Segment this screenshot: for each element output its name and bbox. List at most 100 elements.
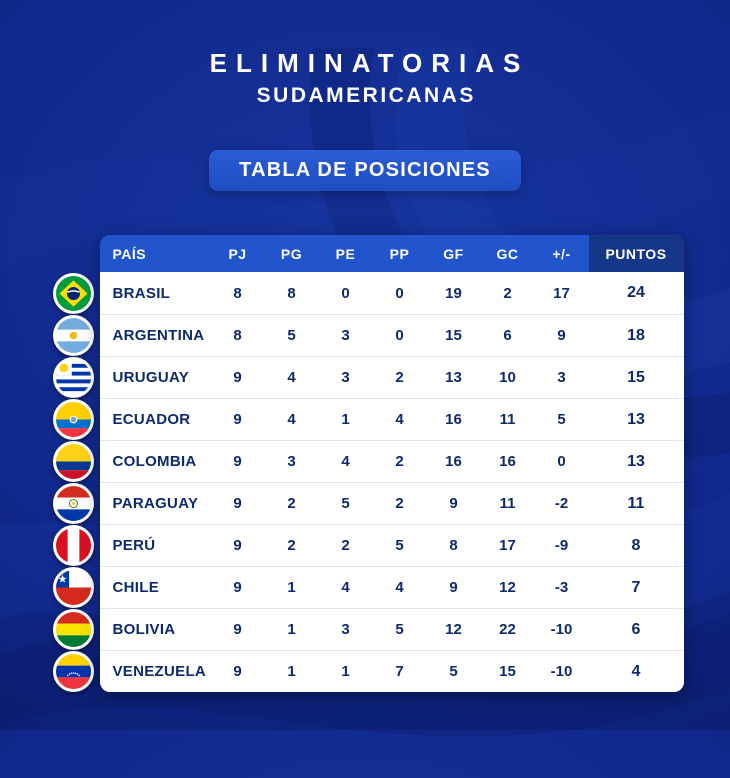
page-subtitle: SUDAMERICANAS: [256, 84, 476, 107]
stat-pe: 4: [341, 579, 350, 596]
stat-puntos: 13: [627, 452, 645, 470]
stat-gc: 10: [499, 369, 516, 386]
stat-gc: 2: [503, 284, 512, 302]
country-name: CHILE: [112, 579, 159, 596]
country-name: BRASIL: [112, 284, 171, 302]
stat-pj: 9: [233, 579, 242, 596]
poster: ELIMINATORIAS SUDAMERICANAS TABLA DE POS…: [0, 48, 730, 692]
stat-pj: 8: [233, 327, 242, 344]
ecuador-flag-icon: [52, 398, 94, 440]
stat-gc: 22: [499, 621, 516, 638]
column-header-pais: PAÍS: [112, 245, 147, 262]
stat-pg: 2: [287, 537, 296, 554]
table-header-row: PAÍS PJ PG PE PP GF GC +/- PUNTOS: [99, 235, 684, 272]
stat-pj: 9: [233, 537, 242, 554]
stat-pj: 8: [233, 284, 242, 302]
stat-pg: 3: [287, 453, 296, 470]
stat-pe: 3: [341, 369, 350, 386]
flag-column: [47, 235, 100, 692]
stat-puntos: 13: [627, 410, 645, 428]
stat-pg: 2: [287, 495, 296, 512]
table-row: ARGENTINA 8 5 3 0 15 6 9 18: [99, 314, 684, 356]
country-name: PARAGUAY: [112, 495, 199, 512]
stat-gf: 16: [445, 411, 462, 428]
table-body: BRASIL 8 8 0 0 19 2 17 24 ARGENTINA 8 5 …: [99, 272, 684, 692]
stat-pg: 5: [287, 327, 296, 344]
stat-pj: 9: [233, 369, 242, 386]
column-header-pg: PG: [280, 245, 303, 262]
stat-puntos: 24: [627, 284, 645, 301]
stat-pe: 4: [341, 453, 350, 470]
stat-dif: 9: [557, 327, 566, 344]
stat-dif: -2: [554, 495, 569, 512]
stat-pj: 9: [233, 495, 242, 512]
stat-pg: 4: [287, 411, 296, 428]
stat-gf: 13: [445, 369, 462, 386]
stat-gf: 8: [449, 537, 458, 554]
stat-dif: -9: [554, 537, 569, 554]
stat-gc: 16: [499, 453, 516, 470]
stat-pj: 9: [233, 411, 242, 428]
bolivia-flag-icon: [52, 608, 94, 650]
stat-puntos: 6: [631, 620, 641, 638]
stat-gf: 12: [445, 621, 462, 638]
stat-pj: 9: [233, 453, 242, 470]
column-header-gf: GF: [443, 245, 464, 262]
stat-pj: 9: [233, 663, 242, 680]
stat-gf: 9: [449, 579, 458, 596]
stat-puntos: 11: [627, 494, 645, 512]
stat-dif: -10: [550, 621, 573, 638]
column-header-pj: PJ: [228, 245, 247, 262]
country-name: VENEZUELA: [112, 663, 207, 680]
stat-puntos: 7: [631, 578, 641, 596]
peru-flag-icon: [52, 524, 94, 566]
stat-gf: 9: [449, 495, 458, 512]
stat-pj: 9: [233, 621, 242, 638]
stat-gc: 11: [499, 495, 516, 512]
country-name: PERÚ: [112, 537, 156, 554]
stat-pg: 1: [287, 579, 296, 596]
stat-pe: 0: [341, 284, 350, 302]
stat-dif: 5: [557, 411, 566, 428]
country-name: URUGUAY: [112, 369, 190, 386]
table-row: CHILE 9 1 4 4 9 12 -3 7: [99, 566, 684, 608]
stat-pe: 1: [341, 411, 350, 428]
country-name: ECUADOR: [112, 411, 191, 428]
table-row: VENEZUELA 9 1 1 7 5 15 -10 4: [99, 650, 684, 692]
column-header-pp: PP: [389, 245, 410, 262]
country-name: ARGENTINA: [112, 327, 205, 344]
stat-gf: 5: [449, 663, 458, 680]
stat-pe: 3: [341, 327, 350, 344]
stat-gc: 15: [499, 663, 516, 680]
stat-gf: 19: [445, 284, 462, 302]
stat-dif: 0: [557, 453, 566, 470]
uruguay-flag-icon: [52, 356, 94, 398]
colombia-flag-icon: [52, 440, 94, 482]
standings-badge: TABLA DE POSICIONES: [209, 150, 521, 191]
table-row: BRASIL 8 8 0 0 19 2 17 24: [100, 272, 684, 314]
chile-flag-icon: [52, 566, 94, 608]
stat-gf: 15: [445, 327, 462, 344]
page-title: ELIMINATORIAS: [209, 48, 530, 78]
column-header-pe: PE: [335, 245, 356, 262]
table-row: BOLIVIA 9 1 3 5 12 22 -10 6: [99, 608, 684, 650]
table-main: PAÍS PJ PG PE PP GF GC +/- PUNTOS BRASIL…: [99, 235, 684, 692]
stat-pe: 5: [341, 495, 350, 512]
table-row: ECUADOR 9 4 1 4 16 11 5 13: [99, 398, 684, 440]
stat-puntos: 8: [631, 536, 641, 554]
stat-puntos: 18: [627, 326, 645, 344]
table-row: PERÚ 9 2 2 5 8 17 -9 8: [99, 524, 684, 566]
country-name: BOLIVIA: [112, 621, 176, 638]
stat-gc: 12: [499, 579, 516, 596]
stat-dif: -10: [550, 663, 573, 680]
stat-dif: -3: [554, 579, 569, 596]
stat-pp: 5: [395, 621, 404, 638]
table-row: PARAGUAY 9 2 5 2 9 11 -2 11: [99, 482, 684, 524]
stat-pp: 4: [395, 579, 404, 596]
stat-pp: 2: [395, 495, 404, 512]
venezuela-flag-icon: [52, 650, 94, 692]
paraguay-flag-icon: [52, 482, 94, 524]
stat-pp: 4: [395, 411, 404, 428]
table-row: URUGUAY 9 4 3 2 13 10 3 15: [99, 356, 684, 398]
stat-gc: 17: [499, 537, 516, 554]
